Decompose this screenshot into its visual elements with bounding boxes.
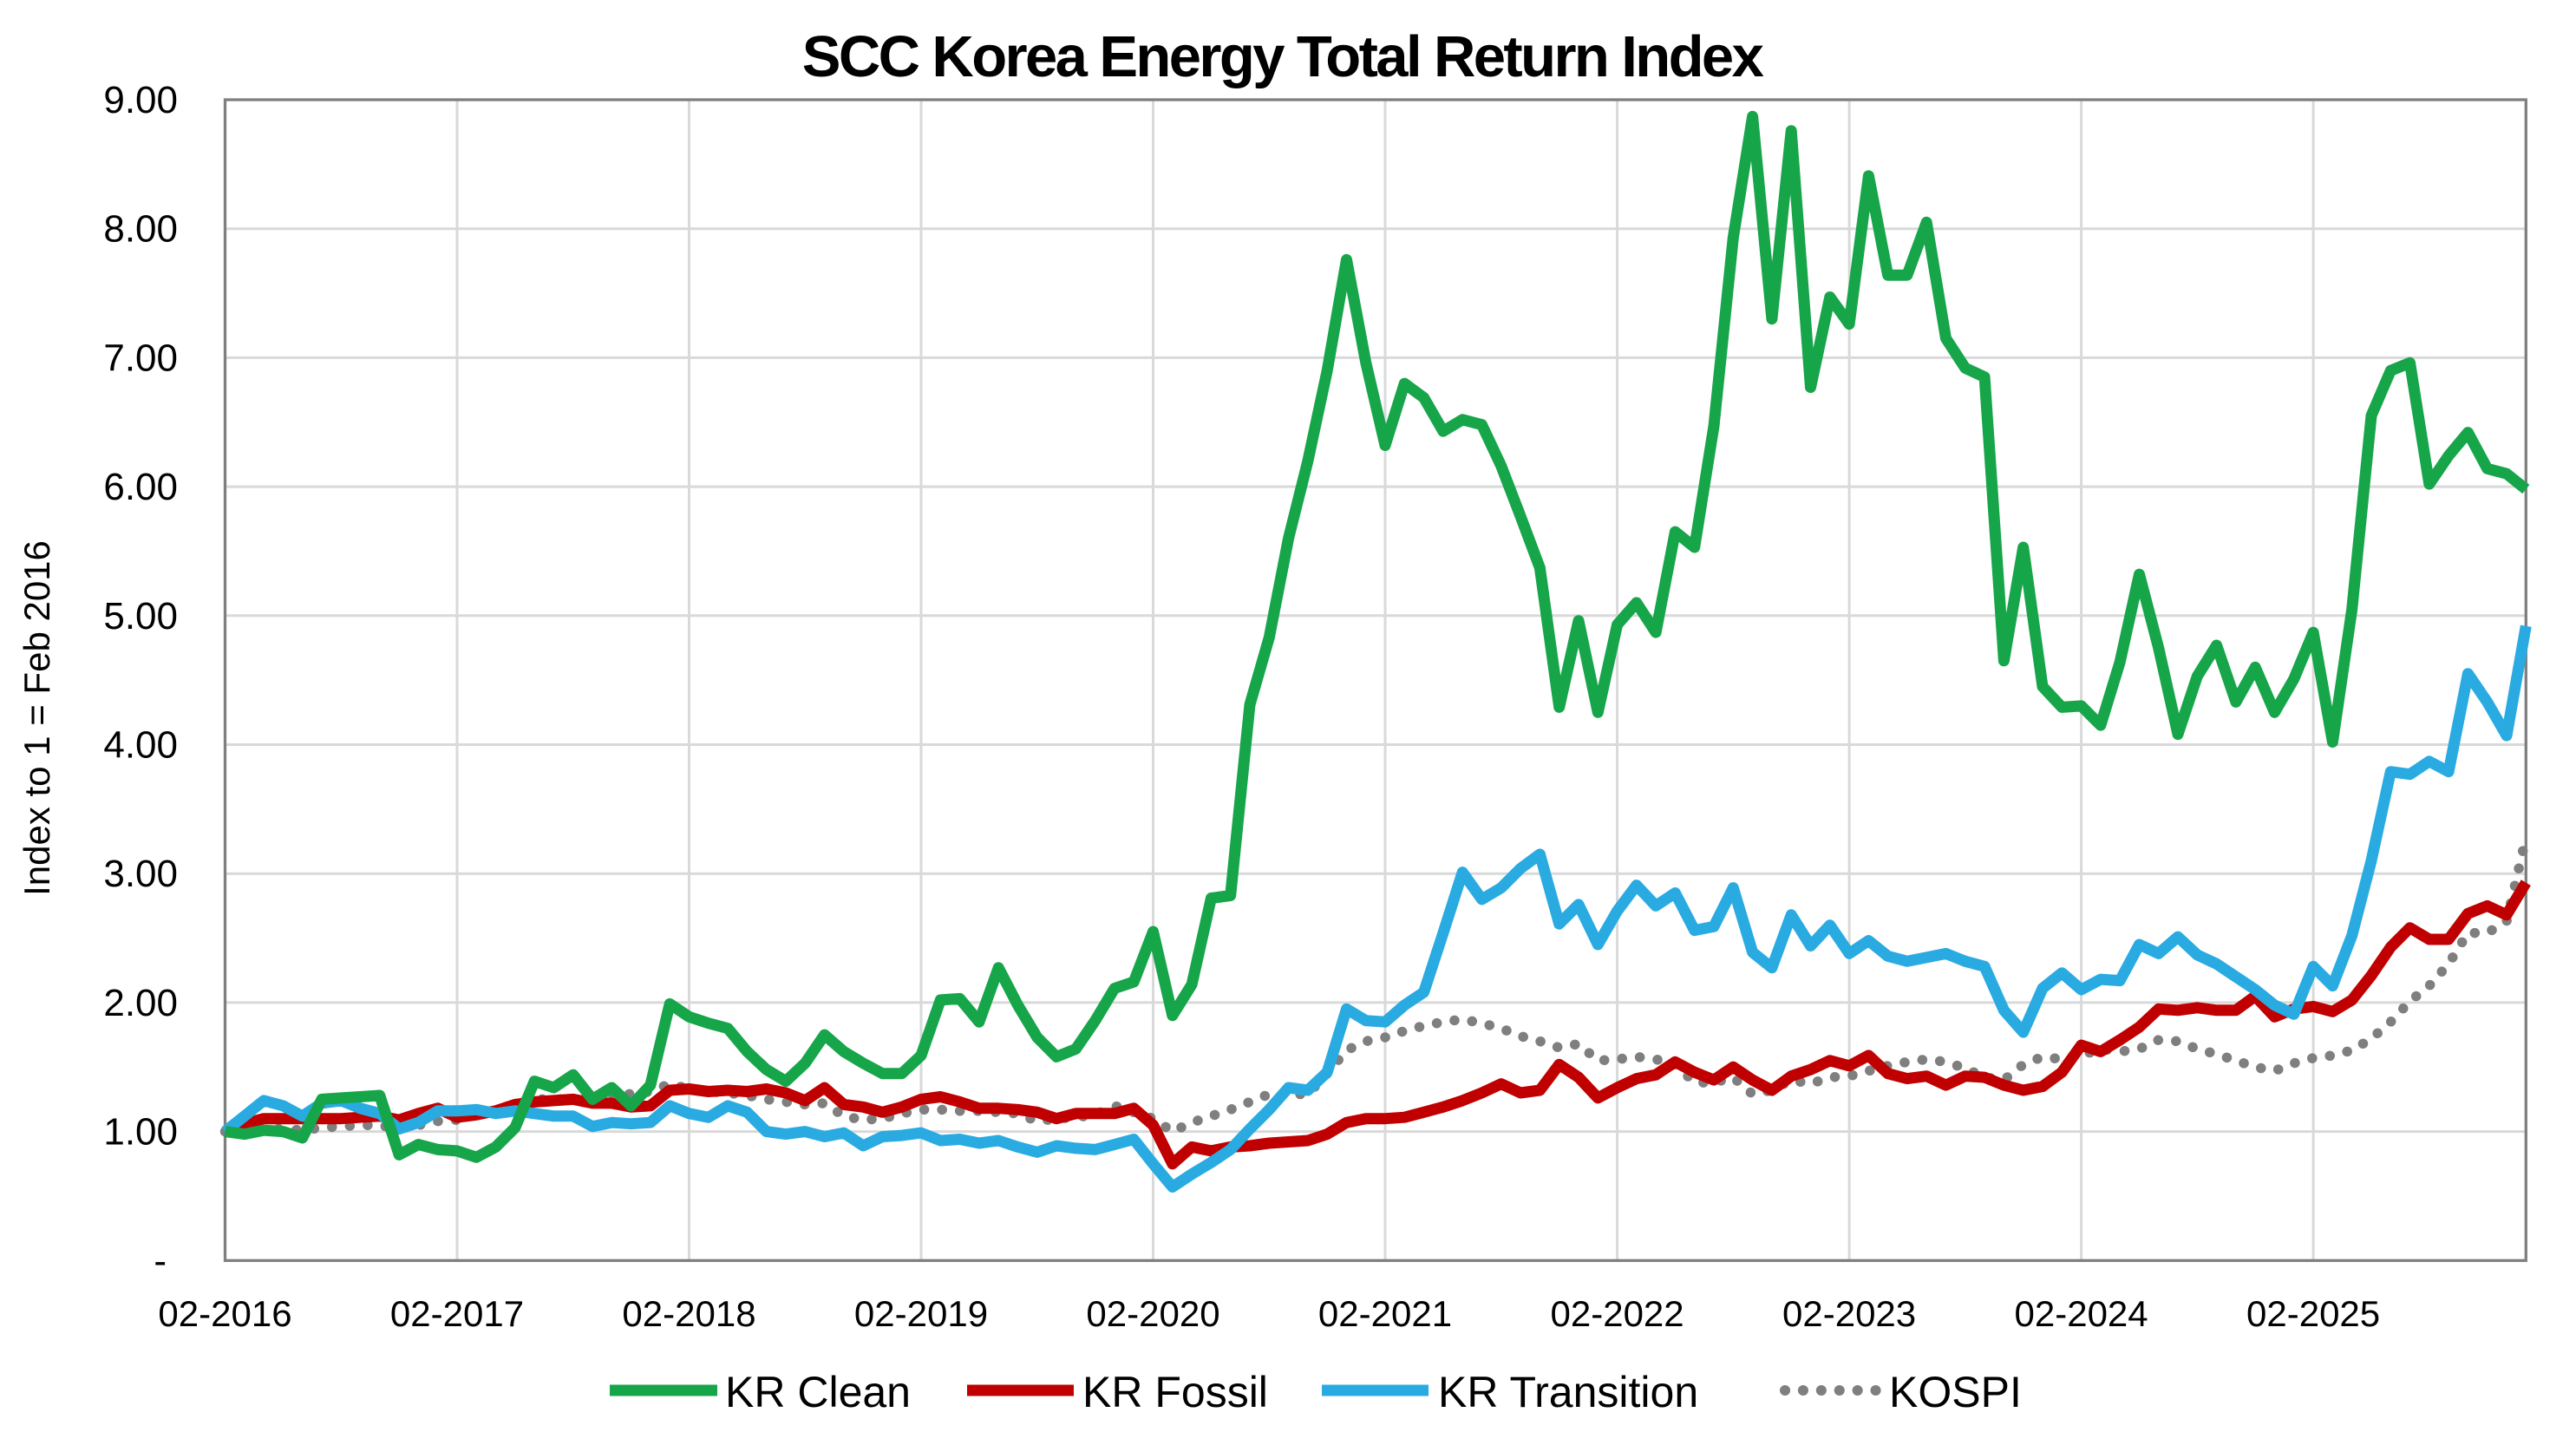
svg-text:KOSPI: KOSPI — [1889, 1368, 2022, 1416]
svg-text:5.00: 5.00 — [103, 595, 178, 638]
svg-text:6.00: 6.00 — [103, 466, 178, 508]
svg-text:-: - — [154, 1239, 167, 1282]
svg-text:02-2023: 02-2023 — [1782, 1293, 1916, 1334]
svg-text:7.00: 7.00 — [103, 337, 178, 379]
svg-text:02-2017: 02-2017 — [390, 1293, 524, 1334]
svg-text:02-2025: 02-2025 — [2246, 1293, 2380, 1334]
svg-text:02-2019: 02-2019 — [854, 1293, 988, 1334]
svg-text:1.00: 1.00 — [103, 1111, 178, 1154]
svg-text:9.00: 9.00 — [103, 79, 178, 121]
svg-text:02-2022: 02-2022 — [1551, 1293, 1684, 1334]
svg-text:2.00: 2.00 — [103, 982, 178, 1024]
svg-text:02-2021: 02-2021 — [1318, 1293, 1452, 1334]
svg-text:02-2016: 02-2016 — [158, 1293, 291, 1334]
svg-text:KR Fossil: KR Fossil — [1082, 1368, 1268, 1416]
svg-text:4.00: 4.00 — [103, 724, 178, 767]
svg-text:02-2024: 02-2024 — [2015, 1293, 2148, 1334]
svg-text:Index to 1 = Feb 2016: Index to 1 = Feb 2016 — [16, 540, 57, 896]
svg-text:8.00: 8.00 — [103, 208, 178, 251]
svg-text:3.00: 3.00 — [103, 853, 178, 895]
svg-text:SCC Korea Energy Total Return: SCC Korea Energy Total Return Index — [802, 24, 1764, 89]
svg-text:KR Clean: KR Clean — [725, 1368, 911, 1416]
svg-text:02-2018: 02-2018 — [622, 1293, 755, 1334]
svg-text:KR Transition: KR Transition — [1438, 1368, 1698, 1416]
svg-text:02-2020: 02-2020 — [1086, 1293, 1219, 1334]
